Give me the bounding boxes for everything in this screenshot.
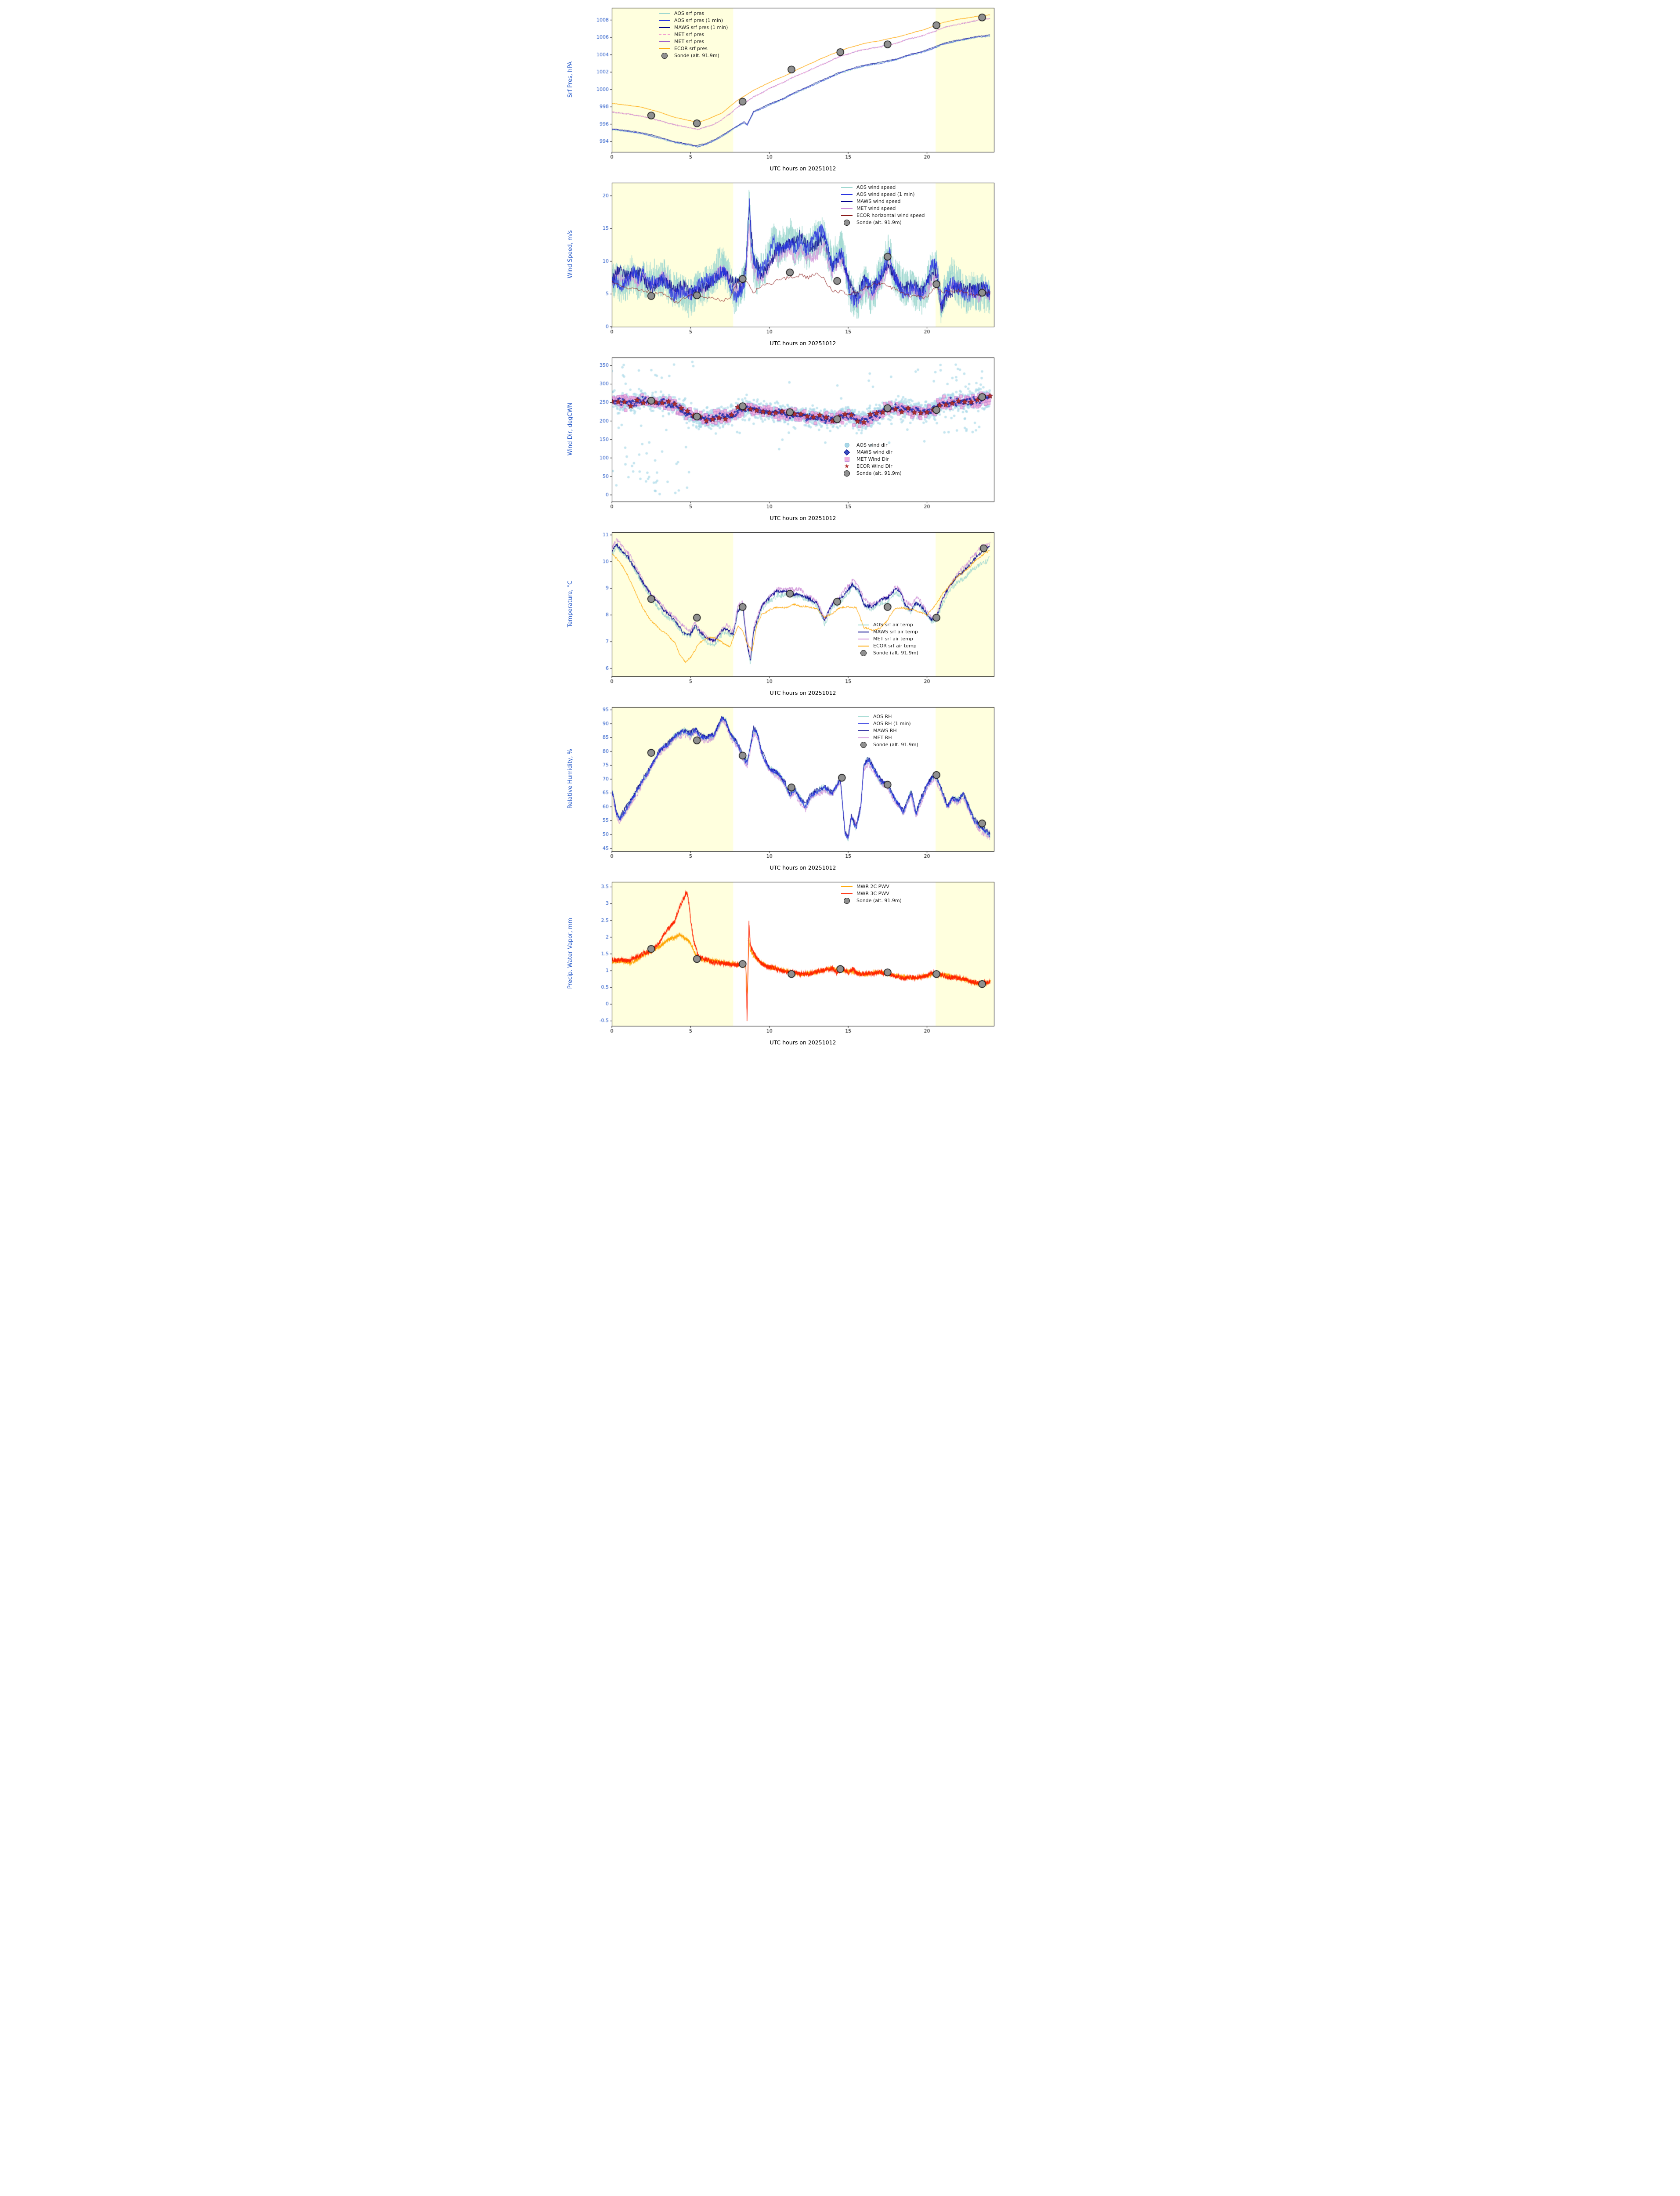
panel-relative-humidity: Relative Humidity, % UTC hours on 202510… (560, 702, 1120, 877)
x-axis-label: UTC hours on 20251012 (770, 165, 836, 172)
wind-direction-chart (560, 352, 1120, 515)
x-axis-label: UTC hours on 20251012 (770, 515, 836, 521)
panel-precipitable-water-vapor: Precip. Water Vapor, mm UTC hours on 202… (560, 877, 1120, 1051)
x-axis-label: UTC hours on 20251012 (770, 690, 836, 696)
panel-temperature: Temperature, °C UTC hours on 20251012 AO… (560, 527, 1120, 702)
panel-wind-direction: Wind Dir, degCWN UTC hours on 20251012 A… (560, 352, 1120, 527)
figure: Srf Pres, hPA UTC hours on 20251012 AOS … (560, 0, 1120, 1051)
x-axis-label: UTC hours on 20251012 (770, 1039, 836, 1046)
panel-wind-speed: Wind Speed, m/s UTC hours on 20251012 AO… (560, 177, 1120, 352)
precipitable-water-vapor-chart (560, 877, 1120, 1039)
x-axis-label: UTC hours on 20251012 (770, 340, 836, 347)
relative-humidity-chart (560, 702, 1120, 864)
wind-speed-chart (560, 177, 1120, 340)
surface-pressure-chart (560, 3, 1120, 165)
temperature-chart (560, 527, 1120, 690)
x-axis-label: UTC hours on 20251012 (770, 864, 836, 871)
panel-surface-pressure: Srf Pres, hPA UTC hours on 20251012 AOS … (560, 3, 1120, 177)
